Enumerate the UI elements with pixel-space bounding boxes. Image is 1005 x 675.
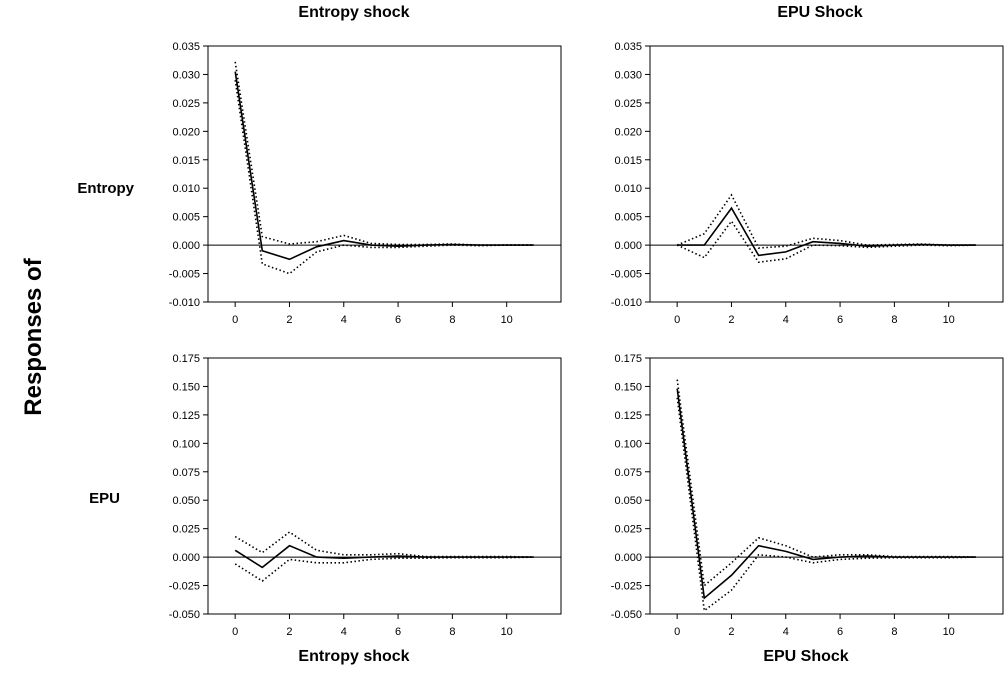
y-tick-label: 0.150 (614, 381, 642, 393)
plot-frame (649, 45, 1004, 303)
confidence-band-line (676, 219, 976, 264)
y-tick-label: 0.035 (172, 41, 200, 53)
panel-4: -0.050 -0.025 0.000 0.025 0.050 0.075 0.100 0.1… (611, 353, 1004, 638)
x-tick-label: 0 (674, 626, 680, 638)
y-tick-label: 0.010 (614, 183, 642, 195)
y-tick-label: 0.175 (614, 353, 642, 365)
irf-line (676, 388, 976, 600)
x-tick-label: 8 (891, 626, 897, 638)
panel-3: -0.050 -0.025 0.000 0.025 0.050 0.075 0.100 0.1… (169, 353, 562, 638)
col-title-top-epu: EPU Shock (777, 4, 863, 21)
y-tick-label: 0.025 (614, 98, 642, 110)
y-tick-label: 0.015 (172, 155, 200, 167)
y-tick-label: 0.030 (172, 69, 200, 81)
y-tick-label: 0.005 (614, 212, 642, 224)
y-tick-label: 0.010 (172, 183, 200, 195)
x-tick-label: 10 (501, 314, 513, 326)
y-tick-label: 0.000 (172, 240, 200, 252)
confidence-band-line (676, 397, 976, 613)
confidence-band-line (234, 556, 534, 582)
y-tick-label: 0.125 (614, 410, 642, 422)
x-tick-label: 2 (286, 626, 292, 638)
y-tick-label: -0.025 (611, 581, 642, 593)
x-tick-label: 2 (728, 626, 734, 638)
row-label-entropy: Entropy (77, 180, 134, 197)
y-tick-label: 0.005 (172, 212, 200, 224)
y-tick-label: -0.005 (169, 269, 200, 281)
col-title-top-entropy: Entropy shock (298, 4, 410, 21)
x-tick-label: 2 (728, 314, 734, 326)
x-tick-label: 10 (943, 626, 955, 638)
y-tick-label: 0.015 (614, 155, 642, 167)
y-tick-label: 0.050 (614, 495, 642, 507)
panel-1: -0.010 -0.005 0.000 0.005 0.010 0.015 0.020 0.0… (169, 41, 562, 326)
y-tick-label: 0.075 (614, 467, 642, 479)
x-tick-label: 6 (837, 626, 843, 638)
y-tick-label: 0.020 (172, 126, 200, 138)
y-tick-label: 0.000 (172, 552, 200, 564)
y-tick-label: 0.100 (614, 438, 642, 450)
y-tick-label: -0.005 (611, 269, 642, 281)
y-tick-label: 0.100 (172, 438, 200, 450)
plot-frame (207, 357, 562, 615)
y-tick-label: 0.025 (172, 524, 200, 536)
y-tick-label: -0.010 (611, 297, 642, 309)
y-tick-label: 0.075 (172, 467, 200, 479)
x-tick-label: 4 (341, 314, 347, 326)
x-tick-label: 0 (232, 314, 238, 326)
x-tick-label: 2 (286, 314, 292, 326)
x-tick-label: 4 (783, 314, 789, 326)
panel-2: -0.010 -0.005 0.000 0.005 0.010 0.015 0.020 0.0… (611, 41, 1004, 326)
x-tick-label: 6 (395, 314, 401, 326)
y-tick-label: -0.025 (169, 581, 200, 593)
y-tick-label: 0.025 (614, 524, 642, 536)
irf-line (234, 544, 534, 569)
y-tick-label: 0.050 (172, 495, 200, 507)
x-tick-label: 8 (891, 314, 897, 326)
y-tick-label: -0.050 (169, 609, 200, 621)
x-tick-label: 0 (232, 626, 238, 638)
y-tick-label: 0.150 (172, 381, 200, 393)
confidence-band-line (234, 61, 534, 246)
y-tick-label: 0.000 (614, 552, 642, 564)
y-tick-label: 0.030 (614, 69, 642, 81)
y-tick-label: 0.175 (172, 353, 200, 365)
y-tick-label: 0.000 (614, 240, 642, 252)
x-tick-label: 10 (501, 626, 513, 638)
y-tick-label: 0.025 (172, 98, 200, 110)
x-tick-label: 0 (674, 314, 680, 326)
plot-frame (649, 357, 1004, 615)
col-title-bottom-epu: EPU Shock (763, 648, 849, 665)
confidence-band-line (676, 193, 976, 249)
row-label-epu: EPU (89, 490, 120, 507)
x-tick-label: 6 (837, 314, 843, 326)
y-tick-label: 0.035 (614, 41, 642, 53)
y-tick-label: 0.125 (172, 410, 200, 422)
x-tick-label: 10 (943, 314, 955, 326)
confidence-band-line (676, 379, 976, 588)
irf-line (677, 206, 976, 257)
y-tick-label: -0.050 (611, 609, 642, 621)
x-tick-label: 6 (395, 626, 401, 638)
col-title-bottom-entropy: Entropy shock (298, 648, 410, 665)
y-tick-label: -0.010 (169, 297, 200, 309)
plot-frame (207, 45, 562, 303)
x-tick-label: 4 (783, 626, 789, 638)
y-tick-label: 0.020 (614, 126, 642, 138)
irf-line (234, 71, 534, 261)
x-tick-label: 8 (449, 314, 455, 326)
x-tick-label: 8 (449, 626, 455, 638)
x-tick-label: 4 (341, 626, 347, 638)
